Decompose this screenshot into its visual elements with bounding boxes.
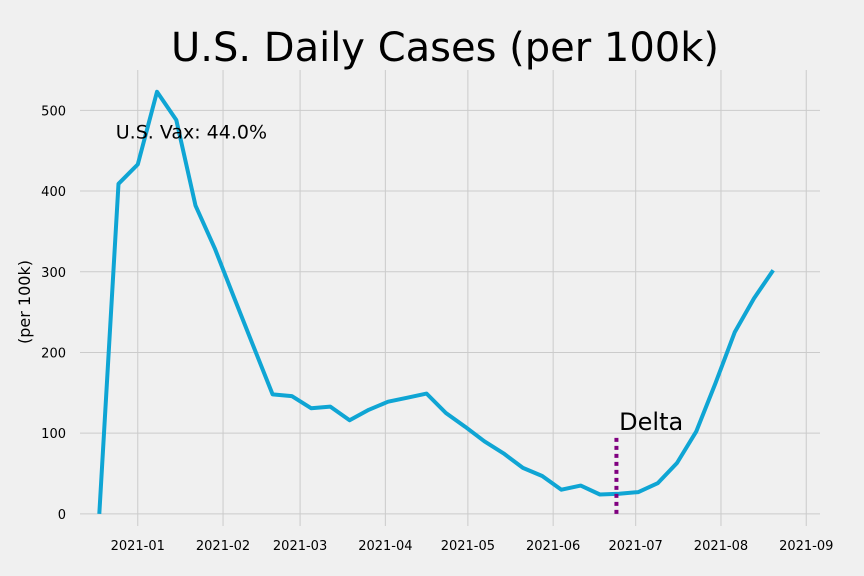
x-tick-label: 2021-09 (779, 539, 833, 554)
x-tick-label: 2021-05 (441, 539, 495, 554)
x-tick-label: 2021-08 (694, 539, 748, 554)
y-tick-label: 200 (41, 346, 66, 361)
x-tick-label: 2021-07 (609, 539, 663, 554)
x-tick-labels: 2021-01 2021-02 2021-03 2021-04 2021-05 2021-… (111, 539, 834, 554)
y-tick-label: 400 (41, 185, 66, 200)
y-axis-label: (per 100k) (15, 260, 34, 344)
x-tick-label: 2021-03 (273, 539, 327, 554)
y-tick-label: 300 (41, 266, 66, 281)
chart-title: U.S. Daily Cases (per 100k) (171, 25, 719, 71)
series-line (97, 89, 775, 515)
vax-annotation: U.S. Vax: 44.0% (116, 122, 267, 144)
series-layer (97, 89, 775, 515)
annotations: U.S. Vax: 44.0% Delta (116, 122, 683, 436)
delta-annotation: Delta (619, 408, 683, 436)
x-tick-label: 2021-06 (526, 539, 580, 554)
x-tick-label: 2021-04 (358, 539, 412, 554)
y-tick-label: 0 (58, 508, 66, 523)
x-tick-label: 2021-01 (111, 539, 165, 554)
x-tick-label: 2021-02 (196, 539, 250, 554)
y-tick-label: 500 (41, 104, 66, 119)
y-tick-label: 100 (41, 427, 66, 442)
grid (80, 70, 820, 526)
y-tick-labels: 0 100 200 300 400 500 (41, 104, 66, 523)
